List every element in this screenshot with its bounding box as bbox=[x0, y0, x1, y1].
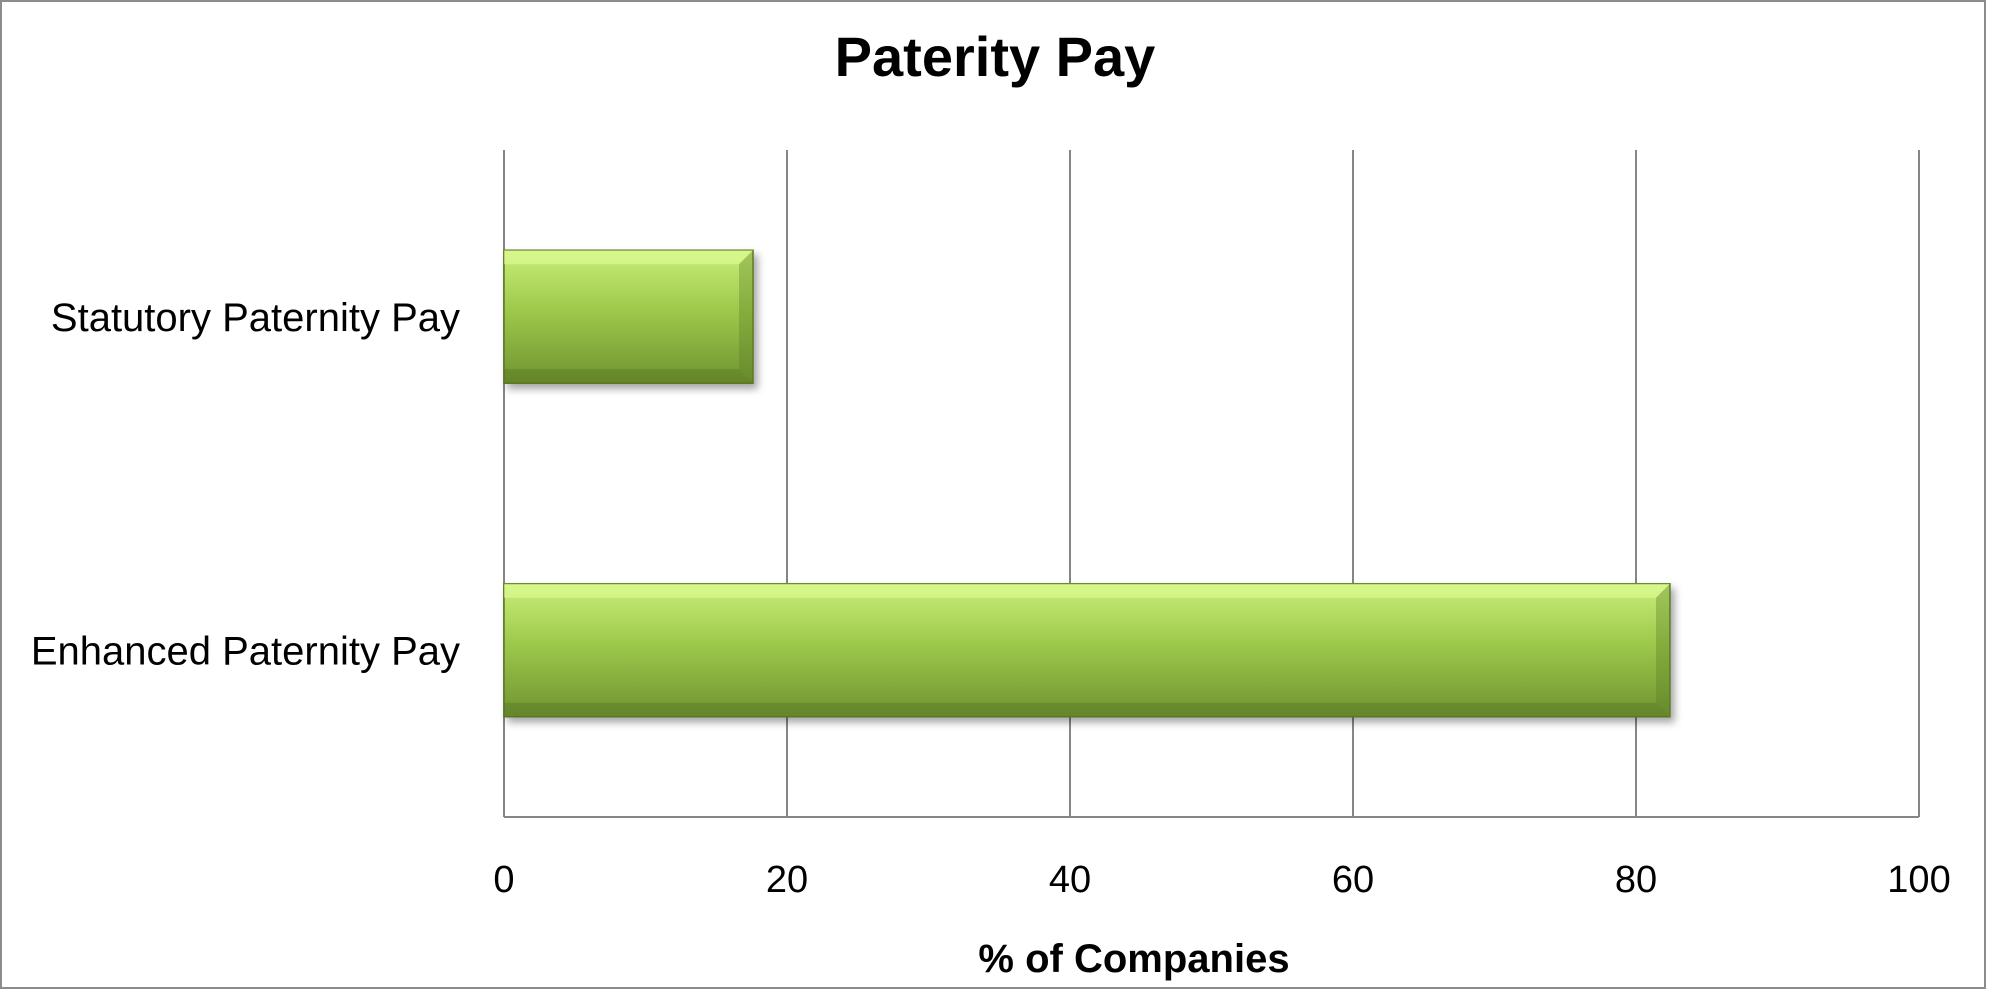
category-label: Statutory Paternity Pay bbox=[51, 296, 460, 340]
chart-title: Paterity Pay bbox=[835, 25, 1156, 88]
x-tick-label: 40 bbox=[1049, 859, 1091, 901]
x-axis-title: % of Companies bbox=[978, 937, 1289, 981]
bar-group bbox=[503, 583, 1671, 718]
bar bbox=[503, 583, 1671, 718]
bar-group bbox=[503, 249, 754, 384]
x-tick-label: 80 bbox=[1615, 859, 1657, 901]
bar-bevel-top bbox=[504, 583, 1670, 598]
bar-bevel-right bbox=[1655, 583, 1670, 717]
bar-bevel-bottom bbox=[504, 702, 1670, 717]
bar bbox=[503, 249, 754, 384]
category-labels: Statutory Paternity Pay Enhanced Paternit… bbox=[31, 296, 460, 674]
bar-bevel-right bbox=[739, 250, 754, 384]
bars bbox=[503, 249, 1671, 718]
gridlines bbox=[503, 150, 1920, 818]
x-tick-labels: 0 20 40 60 80 100 bbox=[493, 859, 1950, 901]
x-tick-label: 0 bbox=[493, 859, 514, 901]
category-label: Enhanced Paternity Pay bbox=[31, 629, 460, 673]
x-tick-label: 100 bbox=[1887, 859, 1950, 901]
x-tick-label: 60 bbox=[1332, 859, 1374, 901]
x-tick-label: 20 bbox=[766, 859, 808, 901]
bar-bevel-top bbox=[504, 250, 754, 265]
bar-bevel-bottom bbox=[504, 369, 754, 384]
